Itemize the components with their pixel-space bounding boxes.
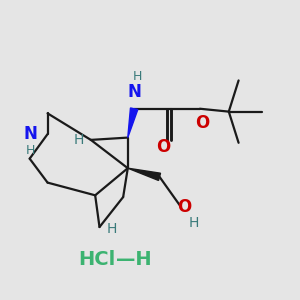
Text: H: H [26, 143, 35, 157]
Polygon shape [128, 168, 160, 181]
Text: H: H [132, 70, 142, 83]
Text: H: H [189, 216, 199, 230]
Text: N: N [128, 83, 142, 101]
Polygon shape [128, 108, 138, 138]
Text: O: O [177, 198, 191, 216]
Text: H: H [74, 133, 84, 147]
Text: H: H [106, 222, 117, 236]
Text: —H: —H [116, 250, 152, 269]
Text: O: O [156, 138, 170, 156]
Text: N: N [23, 125, 37, 143]
Text: O: O [195, 114, 209, 132]
Text: HCl: HCl [78, 250, 115, 269]
